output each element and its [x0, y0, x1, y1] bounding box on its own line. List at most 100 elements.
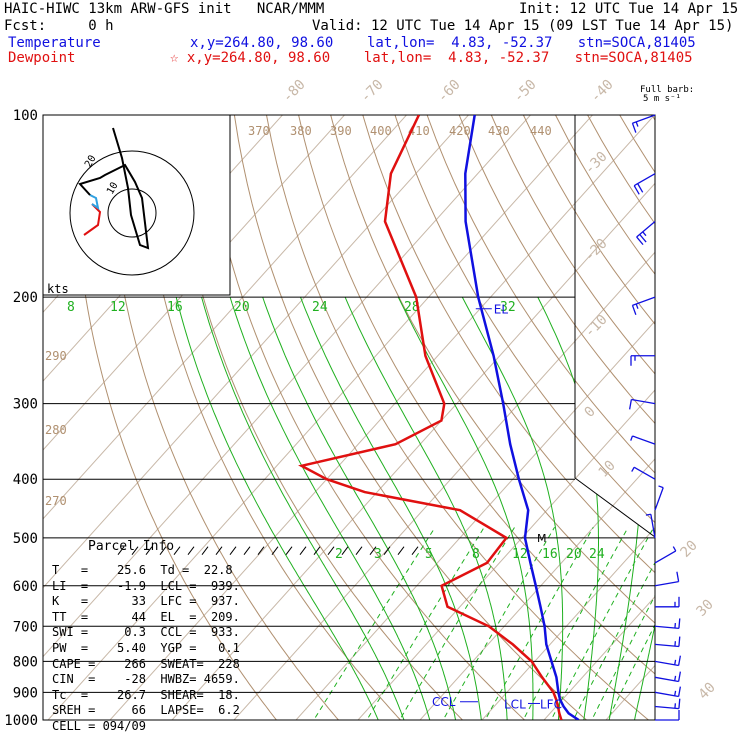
- dry-adiabat-line: [105, 115, 350, 720]
- wind-barb-flag: [630, 435, 634, 441]
- lcl-label: LCL: [504, 697, 526, 711]
- mixing-ratio-label: 24: [589, 547, 605, 562]
- moist-adiabat-line: [397, 296, 534, 720]
- init-time: Init: 12 UTC Tue 14 Apr 15: [519, 1, 739, 17]
- hatch-mark: [257, 546, 265, 555]
- isotherm-line: [222, 115, 655, 720]
- hatch-mark: [131, 546, 139, 555]
- hatch-mark: [369, 546, 377, 555]
- mixing-ratio-label: 20: [234, 300, 250, 315]
- barb-scale-units: 5 m s⁻¹: [643, 94, 681, 104]
- hatch-mark: [159, 546, 167, 555]
- wind-barb-flag: [639, 233, 647, 243]
- wind-barb-flag: [658, 485, 664, 489]
- hodograph-ring-outer: [69, 150, 195, 276]
- hodograph-box: [42, 114, 231, 296]
- isotherm-line: [43, 115, 370, 720]
- wind-barb-flag: [642, 231, 647, 237]
- theta-label: 420: [449, 124, 471, 138]
- mixing-ratio-label: 5: [425, 547, 433, 562]
- isotherm-line: [43, 115, 618, 720]
- hodograph-trace-upper: [78, 127, 150, 250]
- wind-barb-flag: [633, 185, 640, 195]
- mixing-ratio-label: 32: [500, 300, 516, 315]
- mixing-ratio-line: [566, 526, 655, 720]
- hatch-mark: [411, 546, 419, 555]
- wind-barb-staff: [633, 466, 656, 480]
- isotherm-label: 10: [596, 458, 619, 481]
- parcel-info-row: K = 33 LFC = 937.: [52, 594, 240, 609]
- barb-scale-note: Full barb:: [640, 85, 695, 95]
- mixing-ratio-line: [515, 526, 629, 720]
- mixing-ratio-line: [477, 526, 594, 720]
- wind-barb-flag: [672, 546, 677, 552]
- hatch-mark: [397, 546, 405, 555]
- hatch-mark: [229, 546, 237, 555]
- mixing-ratio-label: 8: [67, 300, 75, 315]
- hatch-mark: [187, 546, 195, 555]
- parcel-info-row: PW = 5.40 YGP = 0.1: [52, 641, 240, 655]
- wind-barb-flag: [674, 675, 677, 681]
- dry-adiabat-line: [261, 115, 655, 720]
- pressure-tick-label: 100: [13, 108, 38, 124]
- dry-adiabat-line: [479, 115, 655, 720]
- ccl-label: CCL: [432, 695, 456, 709]
- dry-adiabat-line: [354, 115, 655, 720]
- wind-barb-flag: [677, 655, 682, 666]
- lfc-label: LFC: [540, 697, 562, 711]
- moist-adiabat-line: [175, 296, 385, 720]
- dry-adiabat-line: [292, 115, 655, 720]
- mixing-ratio-label: 16: [167, 300, 183, 315]
- hatch-mark: [215, 546, 223, 555]
- moist-adiabat-line: [262, 296, 459, 720]
- wind-barb-flag: [628, 399, 633, 410]
- parcel-info-row: CIN = -28 HWBZ= 4659.: [52, 672, 240, 687]
- dry-adiabat-line: [230, 115, 602, 720]
- theta-label: 280: [45, 423, 67, 437]
- parcel-info-row: T = 25.6 Td = 22.8: [52, 563, 233, 577]
- wind-barb-flag: [635, 303, 639, 309]
- moist-adiabat-line: [461, 296, 564, 720]
- isotherm-line: [718, 87, 740, 733]
- isotherm-line: [408, 115, 655, 720]
- wind-barb-flag: [678, 698, 681, 709]
- dry-adiabat-line: [667, 87, 740, 733]
- mixing-ratio-line: [391, 526, 516, 720]
- isotherm-line: [656, 87, 740, 733]
- theta-label: 430: [488, 124, 510, 138]
- mixing-ratio-line: [584, 526, 655, 720]
- temperature-profile-line: [464, 115, 580, 720]
- wind-barb-flag: [631, 122, 637, 133]
- parcel-info-row: SWI = 0.3 CCL = 933.: [52, 625, 240, 640]
- mixing-ratio-label: 3: [374, 547, 382, 562]
- isotherm-label: 30: [694, 597, 717, 620]
- wind-barb-staff: [632, 296, 656, 306]
- wind-barb-flag: [678, 636, 681, 647]
- pressure-tick-label: 600: [13, 579, 38, 595]
- pressure-tick-label: 200: [13, 290, 38, 306]
- dry-adiabat-line: [199, 115, 539, 720]
- theta-label: 400: [370, 124, 392, 138]
- hodograph-ring-label: 10: [105, 181, 121, 197]
- isotherm-label: 20: [678, 538, 701, 561]
- isotherm-label: -60: [435, 77, 464, 106]
- wind-barb-flag: [676, 571, 680, 582]
- forecast-hour: Fcst: 0 h: [4, 18, 114, 34]
- isotherm-label: -70: [358, 77, 387, 106]
- wind-barb-flag: [635, 121, 639, 127]
- dry-adiabat-line: [323, 115, 655, 720]
- dewpoint-location-info: ☆ x,y=264.80, 98.60 lat,lon= 4.83, -52.3…: [170, 50, 693, 66]
- wind-barb-flag: [674, 690, 677, 696]
- parcel-info-row: Tc = 26.7 SHEAR= 18.: [52, 687, 240, 702]
- isotherm-label: -30: [582, 149, 611, 178]
- dry-adiabat-line: [635, 115, 655, 720]
- mixing-ratio-label: 2: [335, 547, 343, 562]
- mixing-ratio-label: 20: [566, 547, 582, 562]
- isotherm-line: [43, 115, 432, 720]
- isotherm-label: 0: [582, 404, 599, 421]
- pressure-tick-label: 800: [13, 654, 38, 670]
- el-label: EL: [494, 303, 509, 317]
- hodograph-trace-low: [83, 203, 102, 236]
- hatch-mark: [341, 546, 349, 555]
- wind-barb-flag: [636, 236, 644, 246]
